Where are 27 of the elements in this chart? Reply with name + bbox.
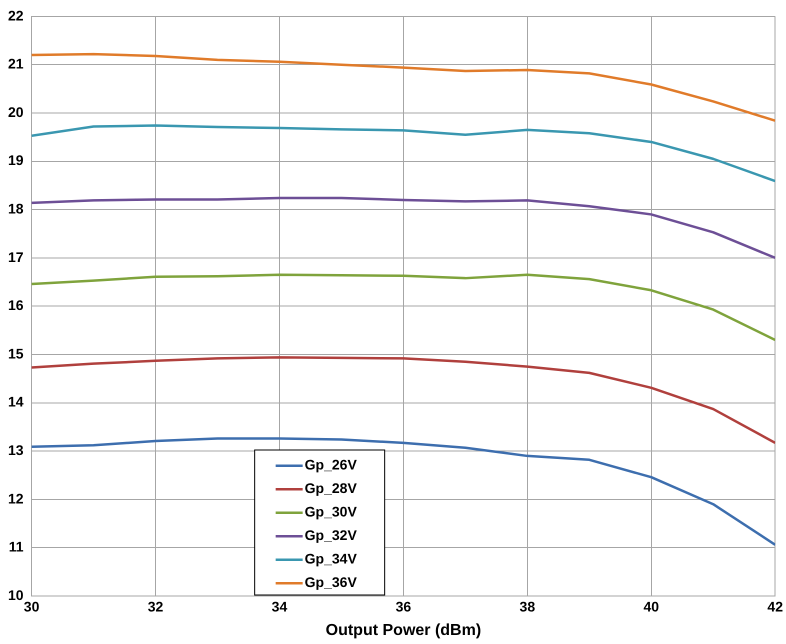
- x-tick-label: 38: [520, 598, 536, 614]
- y-tick-label: 21: [8, 56, 24, 72]
- legend-label: Gp_36V: [304, 574, 358, 590]
- x-tick-label: 40: [643, 598, 660, 614]
- y-tick-label: 13: [8, 442, 24, 458]
- y-tick-label: 22: [8, 7, 24, 24]
- y-tick-label: 12: [8, 490, 24, 506]
- x-tick-label: 30: [24, 598, 40, 614]
- legend-label: Gp_34V: [304, 550, 358, 567]
- y-tick-label: 11: [8, 538, 24, 555]
- legend-label: Gp_26V: [304, 456, 358, 473]
- y-tick-label: 16: [8, 297, 24, 314]
- y-tick-label: 14: [8, 394, 24, 410]
- x-tick-label: 32: [148, 598, 164, 614]
- y-tick-label: 10: [8, 586, 24, 603]
- legend-label: Gp_30V: [304, 504, 358, 520]
- x-tick-label: 42: [767, 598, 784, 614]
- x-tick-label: 34: [272, 598, 288, 614]
- y-tick-label: 18: [8, 200, 24, 216]
- y-tick-label: 15: [8, 345, 24, 362]
- legend-label: Gp_28V: [304, 480, 358, 496]
- legend-label: Gp_32V: [304, 527, 358, 544]
- y-tick-label: 20: [8, 104, 24, 120]
- y-tick-label: 17: [8, 248, 24, 265]
- x-axis-title: Output Power (dBm): [326, 622, 482, 639]
- y-tick-label: 19: [8, 152, 24, 168]
- x-tick-label: 36: [396, 598, 412, 614]
